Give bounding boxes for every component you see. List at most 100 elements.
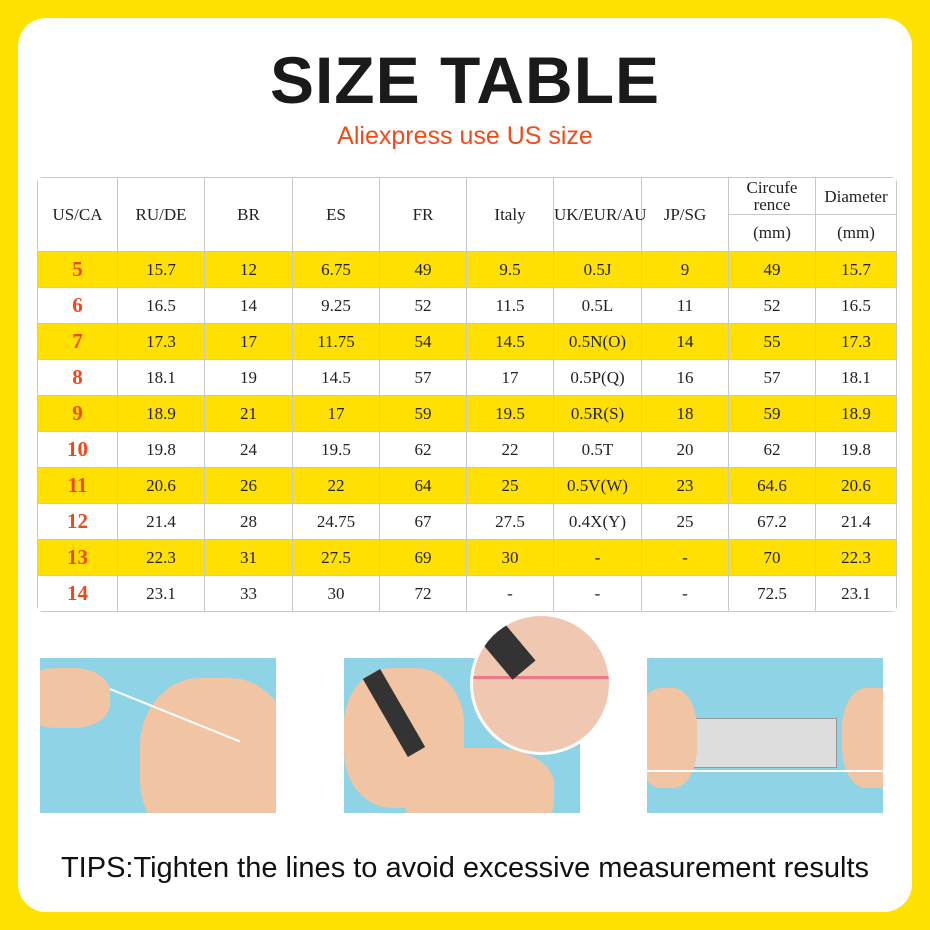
table-cell: 18.1 [117, 359, 205, 396]
table-cell: 0.5R(S) [553, 395, 642, 432]
table-cell: 21.4 [815, 503, 897, 540]
table-cell: 9 [641, 251, 729, 288]
column-header: FR [379, 177, 467, 252]
column-header: RU/DE [117, 177, 205, 252]
table-row: 12 21.4 28 24.75 67 27.5 0.4X(Y) 25 67.2 21.4 [37, 503, 897, 540]
table-cell: 0.5P(Q) [553, 359, 642, 396]
table-cell: 72.5 [728, 575, 816, 612]
us-size-cell: 10 [37, 431, 118, 468]
us-size-cell: 7 [37, 323, 118, 360]
table-row: 9 18.9 21 17 59 19.5 0.5R(S) 18 59 18.9 [37, 395, 897, 432]
table-cell: 55 [728, 323, 816, 360]
table-cell: 17.3 [815, 323, 897, 360]
table-cell: 57 [728, 359, 816, 396]
table-cell: 19.5 [292, 431, 380, 468]
table-cell: 0.5T [553, 431, 642, 468]
photo-inset-closeup [470, 613, 612, 755]
table-cell: - [641, 539, 729, 576]
table-cell: 16.5 [117, 287, 205, 324]
unit-label: (mm) [815, 214, 897, 252]
table-cell: 69 [379, 539, 467, 576]
table-row: 14 23.1 33 30 72- - -72.5 23.1 [37, 575, 897, 612]
table-cell: 19 [204, 359, 293, 396]
tips-text: TIPS:Tighten the lines to avoid excessiv… [60, 852, 870, 884]
table-cell: 0.5J [553, 251, 642, 288]
table-cell: 22 [292, 467, 380, 504]
table-cell: 17 [204, 323, 293, 360]
table-cell: 18 [641, 395, 729, 432]
table-cell: 17 [292, 395, 380, 432]
table-row: 8 18.1 19 14.5 57 17 0.5P(Q) 16 57 18.1 [37, 359, 897, 396]
column-header: Diameter [815, 177, 897, 215]
us-size-cell: 8 [37, 359, 118, 396]
table-cell: 17.3 [117, 323, 205, 360]
table-cell: 20.6 [117, 467, 205, 504]
column-header: UK/EUR/AU [553, 177, 647, 252]
table-cell: 62 [728, 431, 816, 468]
table-cell: 25 [466, 467, 554, 504]
table-cell: 23.1 [117, 575, 205, 612]
table-cell: 0.5V(W) [553, 467, 642, 504]
table-cell: 15.7 [815, 251, 897, 288]
table-cell: 0.4X(Y) [553, 503, 642, 540]
column-header: BR [204, 177, 293, 252]
table-cell: 52 [728, 287, 816, 324]
size-table: US/CA RU/DE BR ES FR Italy UK/EUR/AU JP/SG Circu… [37, 177, 897, 612]
photo-wrap-string-finger [40, 658, 276, 813]
table-cell: 23.1 [815, 575, 897, 612]
table-cell: 14 [641, 323, 729, 360]
table-cell: 49 [728, 251, 816, 288]
table-cell: 64 [379, 467, 467, 504]
us-size-cell: 13 [37, 539, 118, 576]
table-row: 6 16.5 14 9.25 52 11.5 0.5L 11 52 16.5 [37, 287, 897, 324]
table-row: 13 22.3 31 27.5 69 30- -70 22.3 [37, 539, 897, 576]
us-size-cell: 14 [37, 575, 118, 612]
table-cell: 64.6 [728, 467, 816, 504]
table-cell: 62 [379, 431, 467, 468]
table-cell: 30 [292, 575, 380, 612]
table-cell: 0.5N(O) [553, 323, 642, 360]
us-size-cell: 9 [37, 395, 118, 432]
table-cell: 27.5 [292, 539, 380, 576]
column-header: US/CA [37, 177, 118, 252]
table-cell: 11 [641, 287, 729, 324]
table-cell: 20 [641, 431, 729, 468]
table-cell: 18.9 [117, 395, 205, 432]
table-cell: 17 [466, 359, 554, 396]
table-cell: 12 [204, 251, 293, 288]
unit-label: (mm) [728, 214, 816, 252]
table-cell: 24 [204, 431, 293, 468]
table-cell: 67 [379, 503, 467, 540]
table-cell: 20.6 [815, 467, 897, 504]
table-cell: 31 [204, 539, 293, 576]
table-row: 11 20.6 26 22 64 25 0.5V(W) 23 64.6 20.6 [37, 467, 897, 504]
table-cell: 18.9 [815, 395, 897, 432]
table-cell: 67.2 [728, 503, 816, 540]
table-cell: 33 [204, 575, 293, 612]
table-cell: 11.5 [466, 287, 554, 324]
table-cell: 57 [379, 359, 467, 396]
table-cell: 19.5 [466, 395, 554, 432]
table-row: 10 19.8 24 19.5 62 22 0.5T 20 62 19.8 [37, 431, 897, 468]
table-cell: 18.1 [815, 359, 897, 396]
column-header: JP/SG [641, 177, 729, 252]
table-cell: 22.3 [815, 539, 897, 576]
table-cell: 21 [204, 395, 293, 432]
table-cell: 14.5 [292, 359, 380, 396]
table-cell: 72 [379, 575, 467, 612]
table-cell: 16 [641, 359, 729, 396]
us-size-cell: 11 [37, 467, 118, 504]
table-cell: 52 [379, 287, 467, 324]
table-cell: 19.8 [117, 431, 205, 468]
table-cell: 11.75 [292, 323, 380, 360]
table-cell: 30 [466, 539, 554, 576]
table-cell: - [553, 539, 642, 576]
column-header: ES [292, 177, 380, 252]
table-cell: 24.75 [292, 503, 380, 540]
page-title: SIZE TABLE [269, 43, 661, 117]
table-cell: 6.75 [292, 251, 380, 288]
table-cell: 26 [204, 467, 293, 504]
table-cell: 49 [379, 251, 467, 288]
column-header: Italy [466, 177, 554, 252]
table-cell: 15.7 [117, 251, 205, 288]
